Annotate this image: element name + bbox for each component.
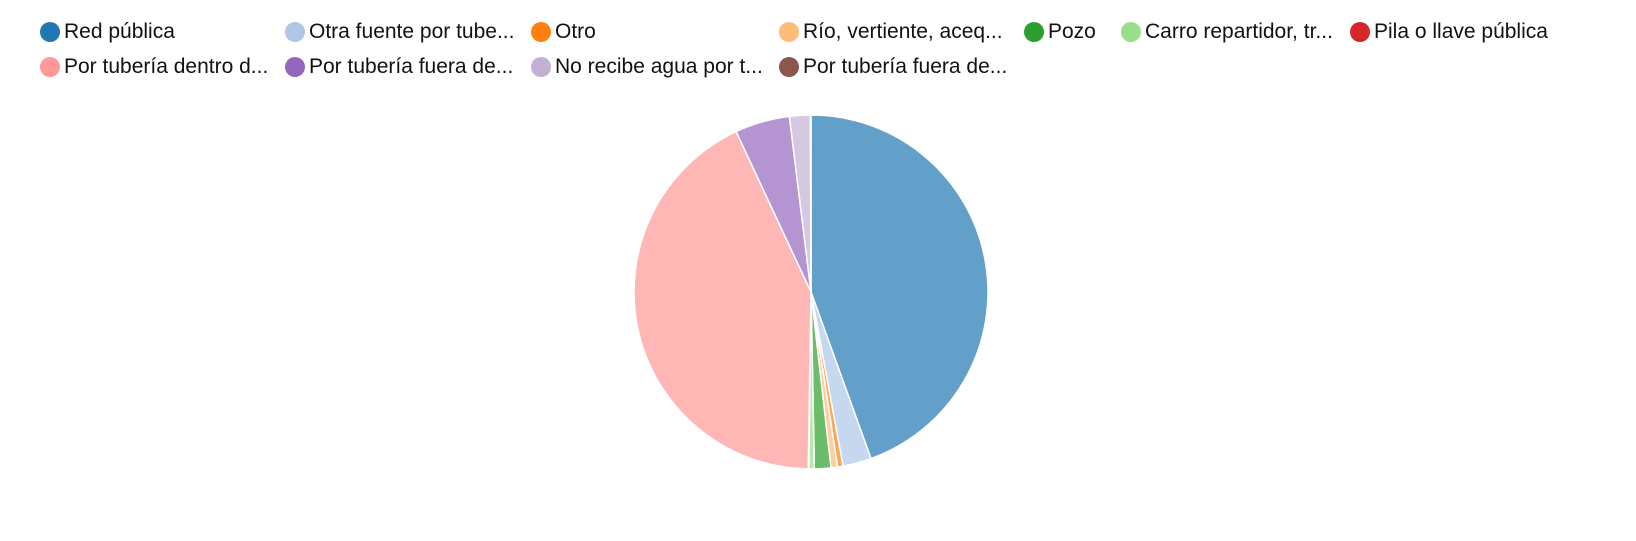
legend-swatch bbox=[40, 22, 60, 42]
legend-label: Red pública bbox=[64, 20, 175, 43]
legend-label: No recibe agua por t... bbox=[555, 55, 763, 78]
legend-item[interactable]: Otro bbox=[531, 18, 596, 46]
pie-slice[interactable] bbox=[809, 114, 812, 293]
pie-slice[interactable] bbox=[810, 114, 989, 460]
legend-swatch bbox=[779, 57, 799, 77]
legend-label: Otra fuente por tube... bbox=[309, 20, 515, 43]
legend-label: Por tubería fuera de... bbox=[309, 55, 514, 78]
legend-label: Por tubería dentro d... bbox=[64, 55, 269, 78]
legend-label: Otro bbox=[555, 20, 596, 43]
pie-slices bbox=[633, 114, 989, 470]
legend-label: Carro repartidor, tr... bbox=[1145, 20, 1333, 43]
legend-label: Río, vertiente, aceq... bbox=[803, 20, 1003, 43]
legend-swatch bbox=[779, 22, 799, 42]
legend-item[interactable]: Por tubería fuera de... bbox=[285, 53, 513, 81]
legend-swatch bbox=[285, 22, 305, 42]
legend-swatch bbox=[40, 57, 60, 77]
legend-swatch bbox=[531, 57, 551, 77]
legend-item[interactable]: Red pública bbox=[40, 18, 175, 46]
legend-item[interactable]: Otra fuente por tube... bbox=[285, 18, 514, 46]
legend-swatch bbox=[285, 57, 305, 77]
legend-item[interactable]: No recibe agua por t... bbox=[531, 53, 763, 81]
legend-swatch bbox=[1350, 22, 1370, 42]
legend-item[interactable]: Pila o llave pública bbox=[1350, 18, 1548, 46]
legend-item[interactable]: Pozo bbox=[1024, 18, 1096, 46]
pie-slice[interactable] bbox=[633, 130, 812, 470]
legend-label: Pozo bbox=[1048, 20, 1096, 43]
legend-label: Por tubería fuera de... bbox=[803, 55, 1008, 78]
legend-item[interactable]: Carro repartidor, tr... bbox=[1121, 18, 1333, 46]
legend-item[interactable]: Río, vertiente, aceq... bbox=[779, 18, 1003, 46]
legend-swatch bbox=[1024, 22, 1044, 42]
legend-item[interactable]: Por tubería fuera de... bbox=[779, 53, 1007, 81]
legend-item[interactable]: Por tubería dentro d... bbox=[40, 53, 268, 81]
legend-swatch bbox=[1121, 22, 1141, 42]
legend-swatch bbox=[531, 22, 551, 42]
legend-label: Pila o llave pública bbox=[1374, 20, 1548, 43]
